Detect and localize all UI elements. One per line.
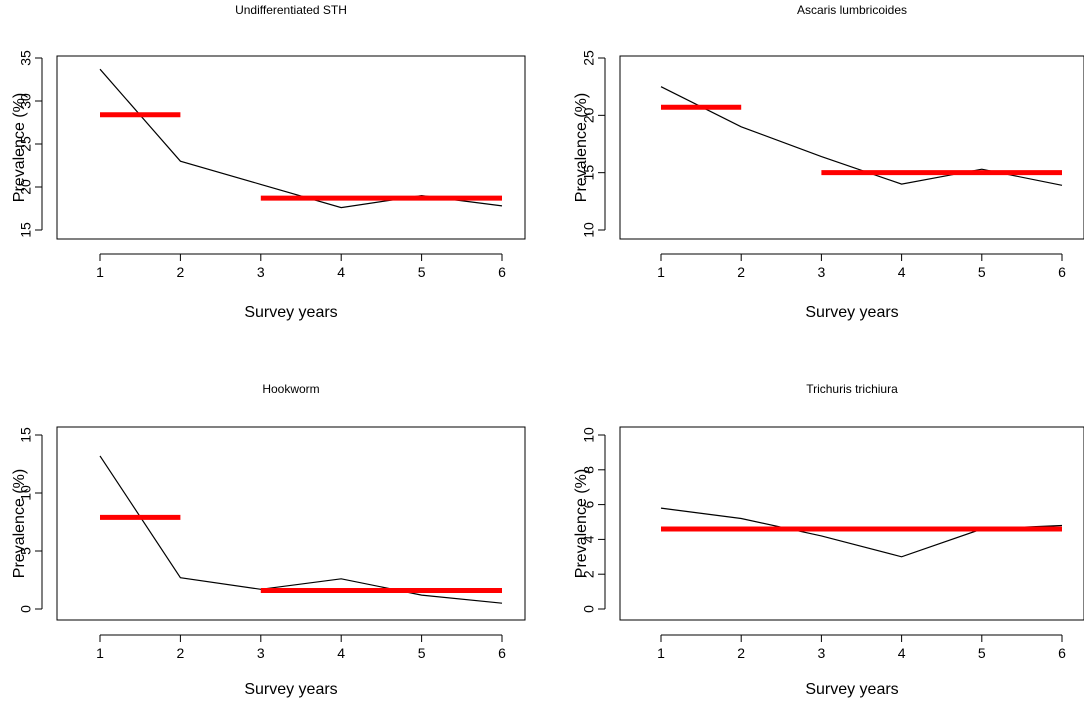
chart-title: Undifferentiated STH <box>235 3 347 17</box>
x-tick-label: 1 <box>657 645 665 661</box>
y-tick-label: 15 <box>18 427 34 443</box>
x-tick-label: 5 <box>418 264 426 280</box>
x-tick-label: 1 <box>96 264 104 280</box>
y-axis-label: Prevalence (%) <box>573 469 590 578</box>
plot-frame <box>56 55 526 240</box>
x-tick-label: 1 <box>657 264 665 280</box>
chart-panel-2: Ascaris lumbricoides 1 2 3 4 5 6 Survey years 10… <box>573 3 1084 321</box>
y-tick-label: 25 <box>581 50 597 66</box>
x-axis-label: Survey years <box>244 304 337 321</box>
x-tick-label: 6 <box>498 645 506 661</box>
y-axis-label: Prevalence (%) <box>573 93 590 202</box>
x-tick-label: 5 <box>418 645 426 661</box>
x-tick-label: 3 <box>257 645 265 661</box>
x-tick-label: 6 <box>1058 264 1066 280</box>
y-tick-label: 15 <box>581 165 597 181</box>
chart-title: Trichuris trichiura <box>806 382 898 396</box>
x-tick-label: 2 <box>737 264 745 280</box>
x-tick-label: 3 <box>818 264 826 280</box>
y-tick-label: 20 <box>581 107 597 123</box>
x-tick-label: 4 <box>898 264 906 280</box>
chart-panel-4: Trichuris trichiura 1 2 3 4 5 6 Survey years 0 2 4… <box>573 382 1084 698</box>
x-tick-label: 3 <box>257 264 265 280</box>
y-tick-label: 10 <box>18 485 34 501</box>
x-axis-label: Survey years <box>805 304 898 321</box>
chart-title: Ascaris lumbricoides <box>797 3 907 17</box>
x-axis-label: Survey years <box>805 681 898 698</box>
x-tick-label: 5 <box>978 264 986 280</box>
chart-title: Hookworm <box>262 382 319 396</box>
y-tick-label: 15 <box>18 222 34 238</box>
series-line <box>99 68 503 209</box>
x-tick-label: 2 <box>737 645 745 661</box>
x-tick-label: 6 <box>1058 645 1066 661</box>
y-tick-label: 4 <box>581 535 597 543</box>
plot-frame <box>619 55 1084 240</box>
x-tick-label: 2 <box>177 645 185 661</box>
x-tick-label: 1 <box>96 645 104 661</box>
x-tick-label: 4 <box>337 264 345 280</box>
y-tick-label: 0 <box>581 605 597 613</box>
y-tick-label: 35 <box>18 50 34 66</box>
chart-panel-1: Undifferentiated STH 1 2 3 4 5 6 Survey years 15… <box>11 3 526 321</box>
y-axis-label: Prevalence (%) <box>11 93 28 202</box>
plot-frame <box>619 426 1084 621</box>
x-tick-label: 6 <box>498 264 506 280</box>
y-tick-label: 6 <box>581 500 597 508</box>
plot-frame <box>56 426 526 621</box>
x-tick-label: 4 <box>898 645 906 661</box>
y-tick-label: 10 <box>581 222 597 238</box>
y-tick-label: 20 <box>18 179 34 195</box>
y-tick-label: 25 <box>18 136 34 152</box>
y-tick-label: 5 <box>18 547 34 555</box>
y-axis-label: Prevalence (%) <box>11 469 28 578</box>
y-tick-label: 0 <box>18 605 34 613</box>
x-tick-label: 3 <box>818 645 826 661</box>
x-tick-label: 2 <box>177 264 185 280</box>
x-tick-label: 4 <box>337 645 345 661</box>
y-tick-label: 30 <box>18 93 34 109</box>
series-line <box>99 455 503 604</box>
y-tick-label: 2 <box>581 570 597 578</box>
y-tick-label: 10 <box>581 427 597 443</box>
x-axis-label: Survey years <box>244 681 337 698</box>
y-tick-label: 8 <box>581 466 597 474</box>
series-line <box>660 507 1063 558</box>
x-tick-label: 5 <box>978 645 986 661</box>
chart-panel-3: Hookworm 1 2 3 4 5 6 Survey years 0 5 10 15 Prevalen… <box>11 382 526 698</box>
